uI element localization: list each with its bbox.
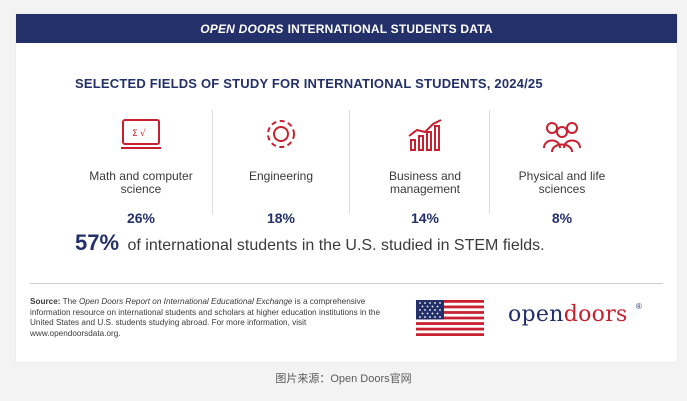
image-caption: 图片来源：Open Doors官网: [275, 373, 412, 385]
source-note: Source: The Open Doors Report on Interna…: [30, 297, 382, 339]
field-label: Physical and life sciences: [518, 169, 606, 196]
source-title: Open Doors Report on International Educa…: [79, 297, 293, 306]
divider: [489, 110, 490, 214]
field-label: Business and management: [388, 169, 462, 196]
source-text-2: is a comprehensive information resource …: [30, 297, 380, 338]
section-heading: SELECTED FIELDS OF STUDY FOR INTERNATION…: [75, 76, 543, 91]
divider: [212, 110, 213, 214]
field-value: 18%: [266, 210, 296, 226]
fields-of-study: Σ √ Math and computer science 26% Engine…: [75, 110, 631, 228]
banner-brand: OPEN DOORS: [200, 21, 284, 36]
registered-mark: ®: [635, 302, 642, 311]
svg-text:√: √: [140, 128, 146, 139]
source-label: Source:: [30, 297, 61, 306]
field-business: Business and management 14%: [359, 110, 491, 228]
divider: [349, 110, 350, 214]
footer-divider: [30, 283, 663, 284]
banner-title: INTERNATIONAL STUDENTS DATA: [287, 21, 493, 36]
stem-percent: 57%: [75, 230, 120, 255]
people-group-icon: [543, 122, 581, 153]
logo-open: open: [508, 302, 564, 327]
svg-text:Σ: Σ: [132, 129, 138, 139]
logo-text: opendoors: [508, 302, 635, 327]
field-value: 8%: [551, 210, 573, 226]
source-text-1: The: [62, 297, 77, 306]
gear-icon: [267, 120, 295, 148]
field-label: Engineering: [248, 169, 314, 183]
stem-text: of international students in the U.S. st…: [127, 237, 545, 254]
logo-doors: doors: [563, 302, 628, 327]
growth-chart-icon: [408, 119, 442, 151]
banner: OPEN DOORS INTERNATIONAL STUDENTS DATA: [16, 14, 677, 43]
infographic-card: OPEN DOORS INTERNATIONAL STUDENTS DATA S…: [16, 14, 677, 362]
computer-math-icon: Σ √: [121, 119, 161, 149]
field-math-cs: Σ √ Math and computer science 26%: [75, 110, 207, 228]
field-sciences: Physical and life sciences 8%: [496, 110, 628, 228]
field-value: 14%: [410, 210, 440, 226]
field-value: 26%: [126, 210, 156, 226]
field-engineering: Engineering 18%: [215, 110, 347, 228]
stem-statement: 57% of international students in the U.S…: [75, 230, 635, 256]
opendoors-logo: opendoors ®: [508, 302, 658, 332]
field-label: Math and computer science: [89, 169, 193, 196]
us-flag-icon: [416, 300, 484, 336]
